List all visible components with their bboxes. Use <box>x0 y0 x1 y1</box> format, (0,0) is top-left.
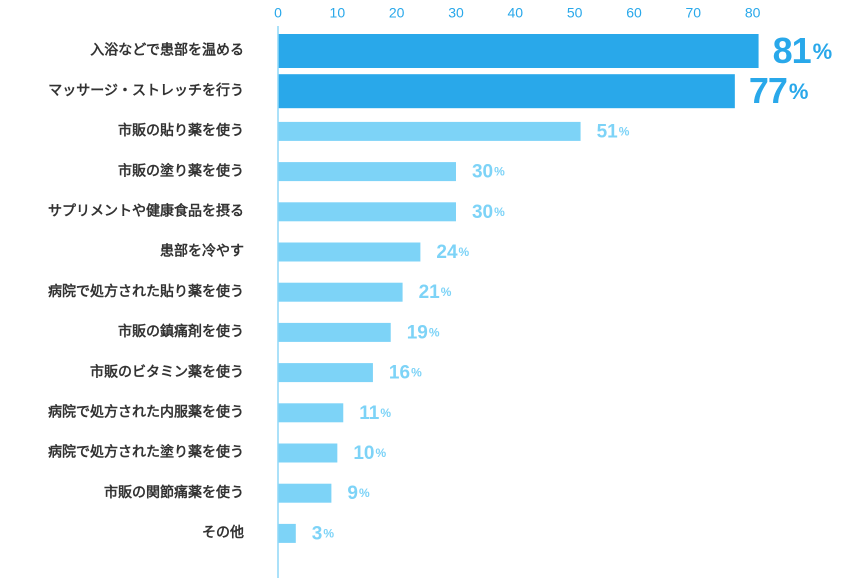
value-number: 11 <box>359 403 380 424</box>
x-tick-label: 50 <box>567 5 583 21</box>
category-label: その他 <box>202 524 244 540</box>
bar <box>278 443 338 463</box>
value-number: 21 <box>419 282 441 303</box>
category-label: 病院で処方された塗り薬を使う <box>48 444 244 460</box>
bar <box>278 34 759 68</box>
value-unit: % <box>429 326 440 340</box>
value-label: 51% <box>597 121 630 142</box>
category-label: サプリメントや健康食品を摂る <box>48 203 244 219</box>
value-number: 10 <box>353 443 374 464</box>
category-label: 市販の塗り薬を使う <box>118 162 244 178</box>
value-number: 81 <box>773 30 812 71</box>
value-unit: % <box>323 527 334 541</box>
category-label: 病院で処方された貼り薬を使う <box>48 283 244 299</box>
category-label: 入浴などで患部を温める <box>90 42 244 58</box>
category-label: 市販の鎮痛剤を使う <box>118 323 244 339</box>
bar <box>278 523 296 543</box>
value-number: 77 <box>749 70 787 111</box>
value-number: 51 <box>597 121 619 142</box>
value-label: 16% <box>389 363 422 384</box>
bar <box>278 282 403 302</box>
value-label: 3% <box>312 523 335 544</box>
x-tick-label: 20 <box>389 5 405 21</box>
bar <box>278 202 456 222</box>
value-label: 9% <box>347 483 370 504</box>
x-tick-label: 70 <box>686 5 702 21</box>
value-number: 30 <box>472 162 493 183</box>
bar <box>278 363 373 383</box>
category-label: 患部を冷やす <box>160 243 244 259</box>
category-label: 市販のビタミン薬を使う <box>90 363 244 379</box>
value-number: 24 <box>436 242 458 263</box>
bar <box>278 74 735 109</box>
category-label: 市販の貼り薬を使う <box>118 122 244 138</box>
value-unit: % <box>789 79 809 104</box>
value-number: 30 <box>472 202 493 223</box>
value-unit: % <box>375 446 386 460</box>
bar <box>278 162 456 182</box>
value-unit: % <box>441 285 452 299</box>
value-unit: % <box>380 406 391 420</box>
x-tick-label: 30 <box>448 5 464 21</box>
value-number: 19 <box>407 322 428 343</box>
bar <box>278 322 391 342</box>
category-label: 市販の関節痛薬を使う <box>104 484 244 500</box>
value-unit: % <box>411 366 422 380</box>
value-unit: % <box>494 165 505 179</box>
value-label: 10% <box>353 443 386 464</box>
bar <box>278 121 581 141</box>
bar <box>278 483 332 503</box>
value-unit: % <box>459 245 470 259</box>
value-label: 30% <box>472 202 505 223</box>
category-label: 病院で処方された内服薬を使う <box>48 404 244 420</box>
x-tick-label: 80 <box>745 5 761 21</box>
x-tick-label: 40 <box>508 5 524 21</box>
x-tick-label: 60 <box>626 5 642 21</box>
value-unit: % <box>619 125 630 139</box>
value-number: 3 <box>312 523 323 544</box>
value-unit: % <box>813 39 833 64</box>
value-label: 77% <box>749 70 809 111</box>
category-label: マッサージ・ストレッチを行う <box>48 82 244 98</box>
value-number: 16 <box>389 363 410 384</box>
value-label: 24% <box>436 242 469 263</box>
value-unit: % <box>494 205 505 219</box>
value-number: 9 <box>347 483 358 504</box>
bar <box>278 403 344 423</box>
value-label: 19% <box>407 322 440 343</box>
value-label: 30% <box>472 162 505 183</box>
value-label: 81% <box>773 30 833 71</box>
bar <box>278 242 421 262</box>
value-label: 11% <box>359 403 391 424</box>
value-unit: % <box>359 486 370 500</box>
x-tick-label: 0 <box>274 5 282 21</box>
value-label: 21% <box>419 282 452 303</box>
x-tick-label: 10 <box>330 5 346 21</box>
